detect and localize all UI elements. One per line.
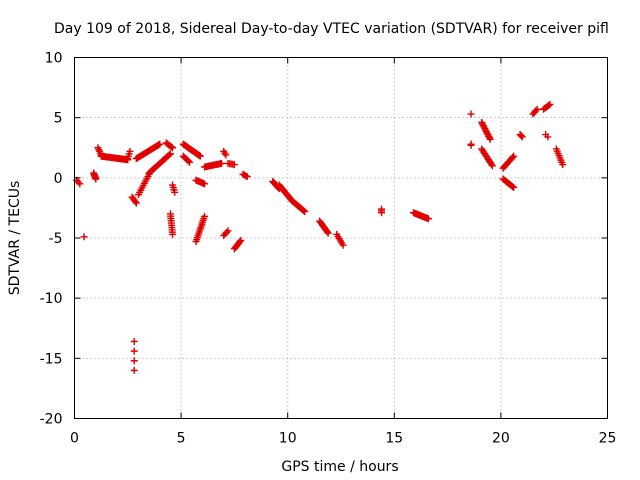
data-point bbox=[130, 347, 138, 355]
data-point bbox=[467, 110, 475, 118]
data-point bbox=[80, 233, 88, 241]
data-point bbox=[76, 180, 84, 188]
data-point bbox=[467, 141, 475, 149]
data-point bbox=[479, 122, 487, 130]
data-point bbox=[478, 118, 486, 126]
data-point bbox=[486, 135, 494, 143]
data-point bbox=[237, 236, 245, 244]
y-tick-label: 5 bbox=[54, 111, 63, 127]
data-point bbox=[230, 161, 238, 169]
x-tick-label: 10 bbox=[279, 431, 297, 447]
data-point bbox=[481, 125, 489, 133]
data-point bbox=[517, 132, 525, 140]
data-point bbox=[339, 241, 347, 249]
data-point bbox=[509, 183, 517, 191]
data-point bbox=[485, 134, 493, 142]
data-point bbox=[243, 173, 251, 181]
chart-title: Day 109 of 2018, Sidereal Day-to-day VTE… bbox=[54, 21, 609, 37]
x-tick-label: 0 bbox=[70, 431, 79, 447]
data-point bbox=[324, 229, 332, 237]
data-point bbox=[224, 227, 232, 235]
x-tick-label: 20 bbox=[492, 431, 510, 447]
data-point bbox=[378, 209, 386, 217]
data-point bbox=[169, 144, 177, 152]
x-tick-label: 25 bbox=[599, 431, 617, 447]
data-point bbox=[510, 152, 518, 160]
data-point bbox=[222, 151, 230, 159]
data-point bbox=[201, 180, 209, 188]
y-axis-label: SDTVAR / TECUs bbox=[7, 181, 23, 296]
x-axis-label: GPS time / hours bbox=[281, 459, 398, 475]
data-point bbox=[169, 230, 177, 238]
data-point bbox=[184, 157, 192, 165]
data-point bbox=[545, 101, 553, 109]
y-tick-label: -20 bbox=[40, 412, 63, 428]
data-point bbox=[509, 154, 517, 162]
x-tick-label: 5 bbox=[177, 431, 186, 447]
y-tick-label: -10 bbox=[40, 291, 63, 307]
y-tick-label: -15 bbox=[40, 351, 63, 367]
data-point bbox=[218, 159, 226, 167]
data-point bbox=[480, 123, 488, 131]
data-point bbox=[301, 208, 309, 216]
data-point bbox=[126, 147, 134, 155]
data-point bbox=[92, 175, 100, 183]
data-point bbox=[196, 152, 204, 160]
data-point bbox=[482, 128, 490, 136]
data-point bbox=[131, 198, 139, 206]
data-point bbox=[532, 107, 540, 115]
data-point bbox=[130, 366, 138, 374]
data-point bbox=[544, 133, 552, 141]
data-point bbox=[424, 215, 432, 223]
y-tick-label: 0 bbox=[54, 171, 63, 187]
data-point bbox=[156, 140, 164, 148]
grid bbox=[74, 57, 608, 419]
data-point bbox=[485, 132, 493, 140]
data-point bbox=[510, 183, 518, 191]
data-point bbox=[186, 158, 194, 166]
data-point bbox=[546, 100, 554, 108]
data-point bbox=[166, 150, 174, 158]
data-point bbox=[165, 151, 173, 159]
data-point bbox=[518, 133, 526, 141]
data-point bbox=[482, 126, 490, 134]
data-point bbox=[171, 188, 179, 196]
data-point bbox=[478, 120, 486, 128]
y-tick-label: -5 bbox=[49, 231, 63, 247]
data-point bbox=[130, 357, 138, 365]
data-point bbox=[484, 131, 492, 139]
axis-ticks: 0 5 10 15 20 25 -20 -15 -10 -5 0 5 10 bbox=[40, 51, 617, 447]
data-point bbox=[533, 105, 541, 113]
data-point bbox=[201, 212, 209, 220]
data-point bbox=[488, 162, 496, 170]
data-point bbox=[223, 228, 231, 236]
data-point bbox=[483, 129, 491, 137]
data-point bbox=[559, 161, 567, 169]
y-tick-label: 10 bbox=[45, 51, 63, 67]
data-point bbox=[323, 228, 331, 236]
data-point bbox=[130, 337, 138, 345]
data-point bbox=[132, 199, 140, 207]
data-points bbox=[73, 100, 567, 374]
data-point bbox=[167, 143, 175, 151]
data-point bbox=[300, 207, 308, 215]
x-tick-label: 15 bbox=[385, 431, 403, 447]
data-point bbox=[236, 238, 244, 246]
data-point bbox=[242, 172, 250, 180]
data-point bbox=[487, 160, 495, 168]
